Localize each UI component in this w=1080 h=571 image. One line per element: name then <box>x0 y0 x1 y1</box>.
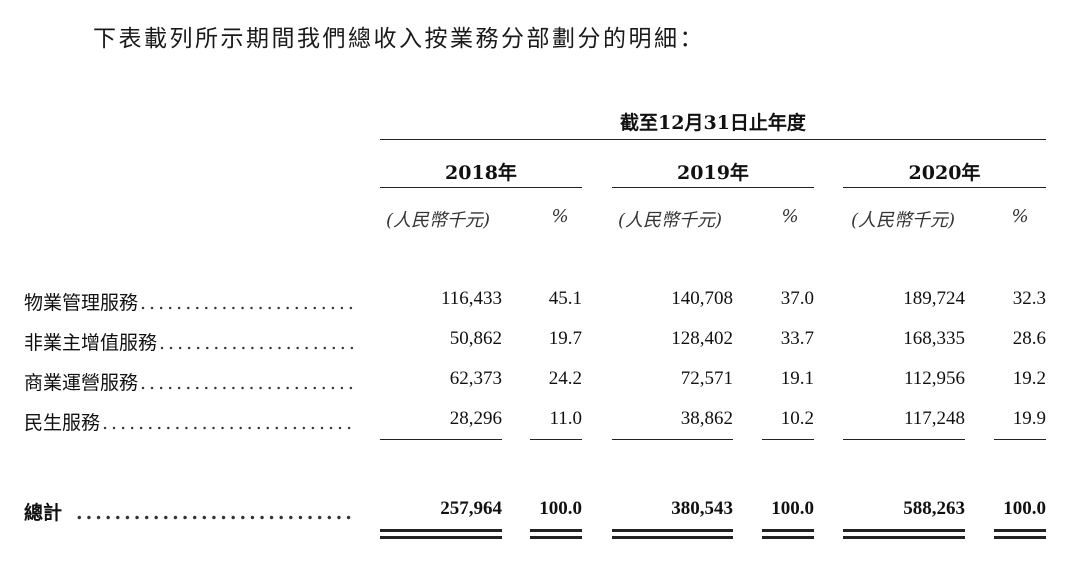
row-label-livelihood-services: 民生服務 <box>24 408 354 435</box>
total-double-rule <box>612 529 733 532</box>
cell-amount-2020: 168,335 <box>903 328 965 349</box>
total-double-rule <box>380 536 502 539</box>
unit-percent-2018: % <box>551 206 569 227</box>
cell-percent-2018: 24.2 <box>548 368 582 389</box>
row-label-value-added-services: 非業主增值服務 <box>24 328 354 355</box>
total-double-rule <box>530 529 582 532</box>
cell-amount-2018: 116,433 <box>440 288 502 309</box>
intro-text: 下表載列所示期間我們總收入按業務分部劃分的明細： <box>93 26 705 52</box>
cell-amount-2020: 117,248 <box>903 408 965 429</box>
cell-percent-2019: 19.1 <box>780 368 814 389</box>
cell-percent-2019: 37.0 <box>780 288 814 309</box>
total-double-rule <box>762 536 814 539</box>
year-2018-header: 2018年 <box>445 162 517 184</box>
year-2019-rule <box>612 187 814 188</box>
subtotal-rule <box>530 439 582 440</box>
total-double-rule <box>612 536 733 539</box>
total-double-rule <box>994 536 1046 539</box>
cell-percent-2019: 10.2 <box>780 408 814 429</box>
cell-percent-2020: 28.6 <box>1012 328 1046 349</box>
cell-percent-2020: 19.9 <box>1012 408 1046 429</box>
subtotal-rule <box>843 439 965 440</box>
cell-amount-2018: 50,862 <box>449 328 502 349</box>
total-double-rule <box>843 529 965 532</box>
cell-percent-2018: 11.0 <box>549 408 582 429</box>
subtotal-rule <box>380 439 502 440</box>
year-2018-rule <box>380 187 582 188</box>
cell-amount-2019: 72,571 <box>680 368 733 389</box>
header-rule <box>380 139 1046 140</box>
total-amount-2018: 257,964 <box>440 498 502 519</box>
subtotal-rule <box>612 439 733 440</box>
unit-percent-2019: % <box>781 206 799 227</box>
cell-amount-2018: 28,296 <box>449 408 502 429</box>
row-label-commercial-operation: 商業運營服務 <box>24 368 354 395</box>
cell-percent-2020: 19.2 <box>1012 368 1046 389</box>
total-amount-2020: 588,263 <box>903 498 965 519</box>
total-percent-2020: 100.0 <box>1003 498 1046 519</box>
unit-amount-2018: (人民幣千元) <box>385 210 491 231</box>
row-label-total: 總計 <box>24 498 354 525</box>
total-double-rule <box>530 536 582 539</box>
total-percent-2018: 100.0 <box>539 498 582 519</box>
subtotal-rule <box>994 439 1046 440</box>
total-double-rule <box>843 536 965 539</box>
cell-amount-2018: 62,373 <box>449 368 502 389</box>
total-percent-2019: 100.0 <box>771 498 814 519</box>
cell-amount-2019: 128,402 <box>671 328 733 349</box>
total-double-rule <box>994 529 1046 532</box>
cell-amount-2020: 112,956 <box>903 368 965 389</box>
cell-amount-2020: 189,724 <box>903 288 965 309</box>
cell-percent-2018: 19.7 <box>548 328 582 349</box>
year-2020-header: 2020年 <box>908 162 981 184</box>
period-header: 截至12月31日止年度 <box>620 112 806 134</box>
cell-percent-2018: 45.1 <box>548 288 582 309</box>
year-2019-header: 2019年 <box>677 162 749 184</box>
cell-percent-2019: 33.7 <box>780 328 814 349</box>
cell-amount-2019: 140,708 <box>671 288 733 309</box>
year-2020-rule <box>843 187 1046 188</box>
cell-percent-2020: 32.3 <box>1012 288 1046 309</box>
unit-amount-2019: (人民幣千元) <box>617 210 723 231</box>
total-double-rule <box>380 529 502 532</box>
unit-percent-2020: % <box>1011 206 1029 227</box>
total-double-rule <box>762 529 814 532</box>
total-amount-2019: 380,543 <box>671 498 733 519</box>
subtotal-rule <box>762 439 814 440</box>
cell-amount-2019: 38,862 <box>680 408 733 429</box>
unit-amount-2020: (人民幣千元) <box>850 210 956 231</box>
row-label-property-management: 物業管理服務 <box>24 288 354 315</box>
